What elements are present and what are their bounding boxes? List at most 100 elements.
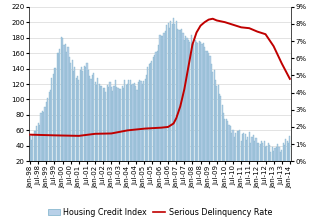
Bar <box>50 90 51 177</box>
Bar <box>234 137 235 177</box>
Bar <box>142 84 143 177</box>
Bar <box>82 71 84 177</box>
Bar <box>288 143 289 177</box>
Bar <box>116 87 117 177</box>
Bar <box>246 140 247 177</box>
Bar <box>57 53 58 177</box>
Bar <box>238 131 239 177</box>
Bar <box>193 45 194 177</box>
Bar <box>70 63 71 177</box>
Bar <box>55 68 56 177</box>
Bar <box>213 70 215 177</box>
Bar <box>107 85 108 177</box>
Bar <box>154 56 155 177</box>
Bar <box>227 121 228 177</box>
Bar <box>74 67 76 177</box>
Bar <box>151 61 152 177</box>
Bar <box>99 84 100 177</box>
Bar <box>243 133 244 177</box>
Bar <box>266 146 268 177</box>
Bar <box>187 38 188 177</box>
Bar <box>224 119 226 177</box>
Bar <box>135 86 136 177</box>
Bar <box>124 80 125 177</box>
Bar <box>276 147 277 177</box>
Bar <box>185 37 186 177</box>
Bar <box>104 88 105 177</box>
Bar <box>85 67 86 177</box>
Bar <box>126 85 127 177</box>
Bar <box>232 130 234 177</box>
Bar <box>32 135 33 177</box>
Bar <box>236 131 238 177</box>
Bar <box>272 147 273 177</box>
Bar <box>268 143 269 177</box>
Bar <box>136 90 138 177</box>
Bar <box>105 92 107 177</box>
Bar <box>289 136 291 177</box>
Bar <box>219 94 220 177</box>
Bar <box>218 85 219 177</box>
Bar <box>239 130 240 177</box>
Bar <box>138 82 139 177</box>
Bar <box>148 64 150 177</box>
Bar <box>111 87 112 177</box>
Bar <box>119 89 120 177</box>
Bar <box>140 81 142 177</box>
Bar <box>172 24 173 177</box>
Bar <box>168 22 169 177</box>
Bar <box>132 84 133 177</box>
Bar <box>51 78 52 177</box>
Bar <box>35 131 36 177</box>
Bar <box>162 36 163 177</box>
Bar <box>180 30 181 177</box>
Bar <box>201 44 203 177</box>
Bar <box>84 66 85 177</box>
Bar <box>94 82 96 177</box>
Bar <box>211 65 212 177</box>
Bar <box>254 141 255 177</box>
Bar <box>76 78 77 177</box>
Bar <box>178 30 180 177</box>
Bar <box>264 140 265 177</box>
Bar <box>92 75 93 177</box>
Bar <box>258 143 259 177</box>
Bar <box>192 43 193 177</box>
Bar <box>59 49 60 177</box>
Bar <box>130 80 131 177</box>
Bar <box>108 87 109 177</box>
Bar <box>66 52 67 177</box>
Bar <box>212 71 213 177</box>
Bar <box>117 88 119 177</box>
Bar <box>189 42 190 177</box>
Bar <box>242 134 243 177</box>
Bar <box>215 80 216 177</box>
Bar <box>274 148 276 177</box>
Bar <box>284 144 285 177</box>
Bar <box>40 113 42 177</box>
Bar <box>31 140 32 177</box>
Bar <box>207 51 208 177</box>
Bar <box>216 86 217 177</box>
Bar <box>42 111 43 177</box>
Bar <box>112 91 113 177</box>
Bar <box>255 138 257 177</box>
Bar <box>204 47 205 177</box>
Bar <box>38 123 39 177</box>
Bar <box>123 88 124 177</box>
Bar <box>96 85 97 177</box>
Bar <box>63 45 65 177</box>
Bar <box>188 40 189 177</box>
Bar <box>173 18 174 177</box>
Bar <box>235 133 236 177</box>
Bar <box>88 70 89 177</box>
Bar <box>139 80 140 177</box>
Bar <box>247 137 249 177</box>
Bar <box>86 63 88 177</box>
Bar <box>199 41 200 177</box>
Bar <box>257 143 258 177</box>
Bar <box>29 136 31 177</box>
Bar <box>134 83 135 177</box>
Bar <box>46 102 47 177</box>
Bar <box>169 28 170 177</box>
